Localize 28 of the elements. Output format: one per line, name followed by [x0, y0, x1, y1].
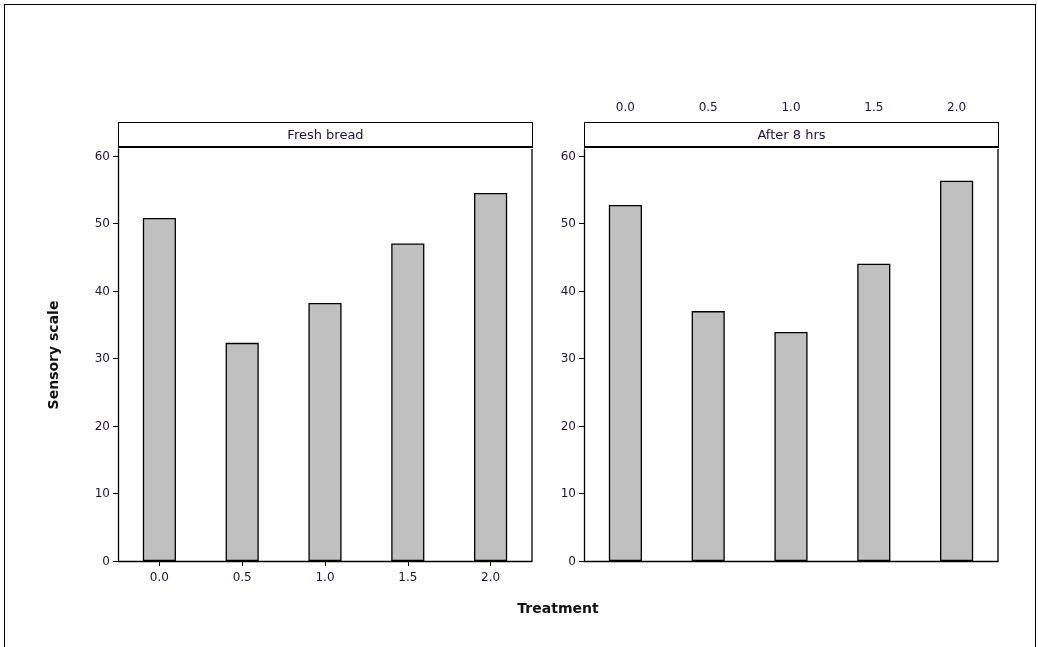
chart-title: Fresh bread	[118, 122, 533, 148]
x-tick-label: 0.5	[698, 100, 718, 114]
x-tick-label: 1.5	[398, 570, 418, 584]
chart-title: After 8 hrs	[584, 122, 999, 148]
y-tick-label: 60	[560, 148, 576, 163]
x-tick-label: 1.5	[864, 100, 884, 114]
y-tick-label: 10	[94, 486, 110, 501]
y-tick-label: 40	[94, 283, 110, 298]
y-tick-label: 20	[94, 418, 110, 433]
x-axis-title: Treatment	[516, 600, 600, 616]
y-tick-label: 0	[102, 554, 110, 568]
y-tick-label: 40	[560, 283, 576, 298]
y-tick-label: 20	[560, 418, 576, 433]
y-tick-label: 0	[568, 554, 576, 568]
x-tick-label: 0.0	[149, 570, 169, 584]
x-tick-label: 2.0	[947, 100, 967, 114]
x-tick-label: 0.5	[232, 570, 252, 584]
y-tick-label: 30	[94, 351, 110, 366]
y-tick-label: 50	[94, 216, 110, 231]
x-tick-label: 1.0	[315, 570, 335, 584]
y-tick-label: 30	[560, 351, 576, 366]
x-tick-label: 2.0	[481, 570, 501, 584]
y-axis-title: Sensory scale	[45, 300, 61, 410]
y-tick-label: 10	[560, 486, 576, 501]
x-tick-label: 1.0	[781, 100, 801, 114]
y-tick-label: 60	[94, 148, 110, 163]
y-tick-label: 50	[560, 216, 576, 231]
x-tick-label: 0.0	[615, 100, 635, 114]
